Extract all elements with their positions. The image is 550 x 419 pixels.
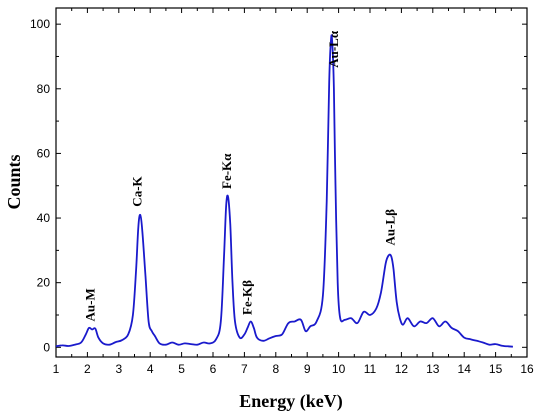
peak-label: Au-Lα [326, 30, 341, 68]
x-tick-label: 13 [426, 362, 440, 376]
x-axis-title: Energy (keV) [239, 391, 342, 412]
plot-area-frame [55, 7, 528, 358]
y-tick-label: 100 [30, 17, 50, 31]
x-tick-label: 7 [241, 362, 248, 376]
peak-label: Fe-Kβ [240, 280, 255, 315]
y-tick-label: 60 [37, 146, 51, 160]
x-tick-label: 2 [84, 362, 91, 376]
x-tick-label: 15 [489, 362, 503, 376]
y-axis-title: Counts [4, 154, 24, 209]
x-tick-label: 5 [178, 362, 185, 376]
x-tick-label: 4 [147, 362, 154, 376]
x-tick-label: 1 [53, 362, 60, 376]
x-tick-label: 10 [332, 362, 346, 376]
x-tick-label: 9 [304, 362, 311, 376]
x-tick-label: 8 [272, 362, 279, 376]
peak-label: Ca-K [130, 175, 145, 206]
y-tick-label: 40 [37, 211, 51, 225]
y-tick-label: 0 [43, 340, 50, 354]
peak-label: Fe-Kα [219, 153, 234, 189]
x-tick-label: 6 [210, 362, 217, 376]
peak-labels: Au-M Ca-K Fe-Kα Fe-Kβ Au-Lα Au-Lβ [83, 30, 398, 321]
x-tick-label: 11 [364, 362, 377, 376]
x-tick-label: 12 [395, 362, 409, 376]
x-tick-label: 14 [458, 362, 472, 376]
y-tick-label: 80 [37, 82, 51, 96]
x-tick-label: 16 [520, 362, 534, 376]
peak-label: Au-Lβ [382, 209, 397, 246]
y-tick-label: 20 [37, 276, 51, 290]
x-tick-label: 3 [115, 362, 122, 376]
spectrum-line [55, 34, 514, 348]
peak-label: Au-M [83, 288, 98, 321]
